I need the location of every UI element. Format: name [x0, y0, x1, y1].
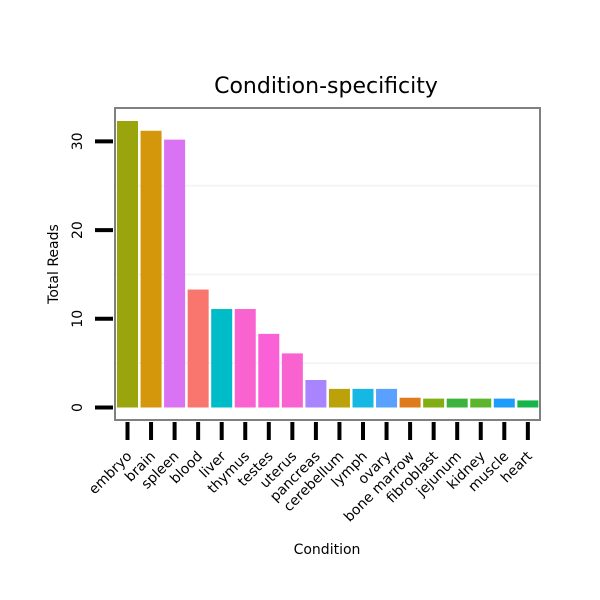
bar-ovary: [376, 388, 398, 408]
bar-bone-marrow: [399, 397, 421, 408]
bar-cerebellum: [328, 388, 350, 408]
bar-brain: [140, 130, 162, 408]
bar-fibroblast: [423, 398, 445, 408]
bars: [117, 121, 539, 408]
bar-embryo: [117, 121, 138, 408]
bar-thymus: [234, 309, 256, 408]
bar-kidney: [470, 398, 492, 408]
bar-blood: [187, 289, 209, 408]
grid-lines: [115, 184, 540, 365]
y-tick-label: 20: [70, 221, 86, 239]
x-axis-label: Condition: [294, 542, 361, 558]
y-tick-label: 30: [70, 132, 86, 150]
bar-uterus: [281, 353, 303, 408]
bar-lymph: [352, 388, 374, 408]
chart-title: Condition-specificity: [214, 74, 438, 99]
bar-heart: [517, 400, 539, 408]
bar-pancreas: [305, 380, 327, 408]
x-axis: embryobrainspleenbloodliverthymustestesu…: [86, 422, 536, 525]
y-tick-label: 10: [70, 310, 86, 328]
bar-spleen: [164, 139, 186, 408]
bar-jejunum: [446, 398, 468, 408]
bar-muscle: [493, 398, 515, 408]
y-axis: 0 10 20 30: [70, 132, 113, 412]
y-tick-label: 0: [70, 403, 86, 412]
bar-liver: [211, 309, 233, 408]
bar-testes: [258, 333, 280, 408]
y-axis-label: Total Reads: [46, 224, 62, 305]
plot-panel-border: [114, 107, 541, 421]
